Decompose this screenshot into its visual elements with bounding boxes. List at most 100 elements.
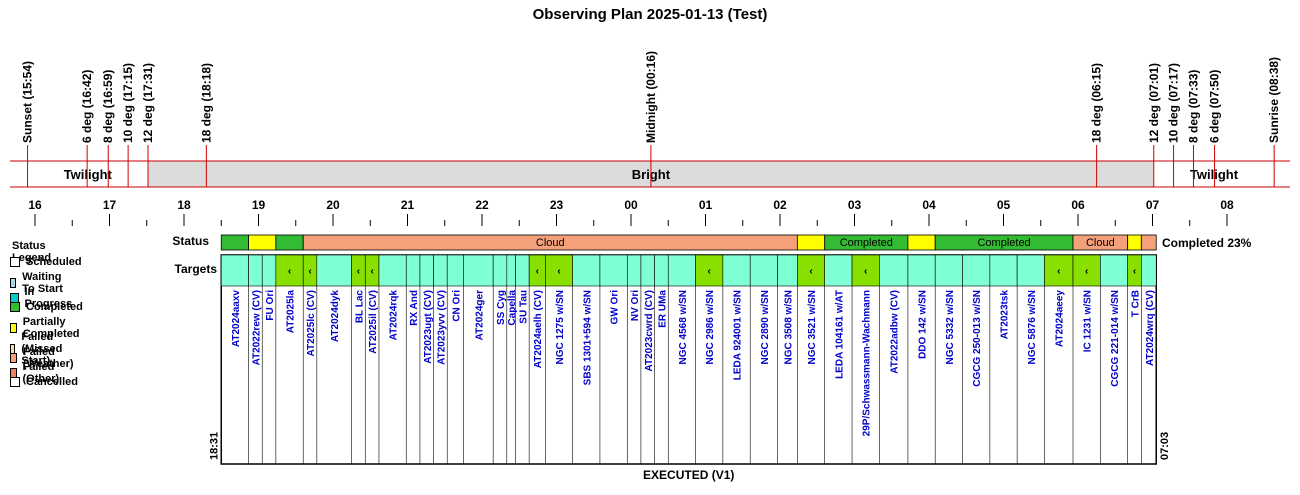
- hour-tick-label: 00: [624, 198, 638, 212]
- target-block: [989, 254, 1018, 287]
- target-name: RX And: [409, 290, 420, 326]
- target-name: LEDA 104161 w/AT: [834, 290, 845, 379]
- target-name: NGC 2890 w/SN: [760, 290, 771, 364]
- target-name: NGC 5876 w/SN: [1027, 290, 1038, 364]
- target-name: NGC 5332 w/SN: [945, 290, 956, 364]
- hour-tick-label: 18: [177, 198, 191, 212]
- legend-label: Waiting To Start: [22, 271, 63, 295]
- target-block: [907, 254, 936, 287]
- twilight-marker-label: Sunrise (08:38): [1267, 57, 1281, 143]
- target-marker: ‹: [308, 266, 311, 277]
- hour-tick-label: 05: [997, 198, 1011, 212]
- legend-item: Waiting To Start: [10, 271, 65, 295]
- hour-tick-label: 20: [326, 198, 340, 212]
- target-name: AT2024ger: [474, 290, 485, 341]
- target-block: [545, 254, 573, 287]
- target-block: [722, 254, 751, 287]
- status-segment-label: Completed: [840, 237, 893, 249]
- target-name: AT2024aeey: [1055, 290, 1066, 348]
- twilight-marker-label: 10 deg (17:15): [121, 63, 135, 143]
- status-segment: [220, 234, 249, 251]
- target-marker: ‹: [1133, 266, 1136, 277]
- hour-tick-label: 01: [699, 198, 713, 212]
- legend-label: In Progress: [24, 286, 73, 310]
- target-name: NGC 1275 w/SN: [555, 290, 566, 364]
- end-time-label: 07:03: [1159, 432, 1171, 460]
- twilight-marker-label: 18 deg (06:15): [1090, 63, 1104, 143]
- legend-title: Status Legend: [12, 240, 52, 264]
- twilight-marker-label: Midnight (00:16): [644, 51, 658, 143]
- target-block: [515, 254, 530, 287]
- hour-tick-label: 19: [252, 198, 266, 212]
- target-name: AT2022adbw (CV): [890, 290, 901, 374]
- hour-tick-label: 08: [1220, 198, 1234, 212]
- hour-tick-label: 06: [1071, 198, 1085, 212]
- legend-label: Completed: [26, 301, 83, 313]
- legend-label: Scheduled: [26, 256, 82, 268]
- legend-swatch: [10, 257, 20, 267]
- target-name: DDO 142 w/SN: [918, 290, 929, 359]
- target-name: SBS 1301+594 w/SN: [582, 290, 593, 385]
- target-name: AT2023ugt (CV): [423, 290, 434, 364]
- target-block: [261, 254, 277, 287]
- target-name: AT2023tsk: [1000, 290, 1011, 340]
- legend-item: Scheduled: [10, 256, 82, 268]
- legend-swatch: [10, 377, 20, 387]
- target-name: IC 1231 w/SN: [1083, 290, 1094, 352]
- hour-tick-label: 23: [550, 198, 564, 212]
- legend-item: Failed (Weather): [10, 346, 77, 370]
- target-name: AT2024aelh (CV): [533, 290, 544, 368]
- target-name: FU Ori: [265, 290, 276, 321]
- target-name: AT2025la: [286, 290, 297, 334]
- target-block: [1100, 254, 1128, 287]
- plan-title: Observing Plan 2025-01-13 (Test): [532, 6, 768, 23]
- target-block: [824, 254, 853, 287]
- target-block: [749, 254, 778, 287]
- status-segment: [1127, 234, 1142, 251]
- target-block: [1141, 254, 1157, 287]
- target-name: AT2025il (CV): [368, 290, 379, 354]
- legend-swatch: [10, 302, 20, 312]
- legend-item: Partially Completed: [10, 316, 83, 340]
- target-marker: ‹: [536, 266, 539, 277]
- twilight-marker-label: 8 deg (16:59): [101, 70, 115, 143]
- target-marker: ‹: [357, 266, 360, 277]
- target-block: [667, 254, 696, 287]
- legend-item: Failed (Other): [10, 361, 63, 385]
- target-name: LEDA 924001 w/SN: [733, 290, 744, 380]
- legend-swatch: [10, 323, 17, 333]
- target-name: GW Ori: [610, 290, 621, 325]
- hour-tick-label: 04: [922, 198, 936, 212]
- target-marker: ‹: [708, 266, 711, 277]
- target-block: [572, 254, 601, 287]
- target-name: 29P/Schwassmann-Wachmann: [862, 290, 873, 436]
- target-block: [640, 254, 655, 287]
- target-name: AT2024aaxv: [231, 290, 242, 348]
- target-name: AT2023cwrd (CV): [644, 290, 655, 372]
- legend-item: In Progress: [10, 286, 74, 310]
- executed-footer: EXECUTED (V1): [643, 468, 734, 482]
- legend-label: Failed (Weather): [23, 346, 74, 370]
- target-block: [433, 254, 448, 287]
- sky-band-label: Twilight: [64, 167, 113, 182]
- legend-label: Failed (Missed Start): [21, 331, 63, 367]
- target-block: [492, 254, 508, 287]
- status-segment: [1140, 234, 1157, 251]
- hour-tick-label: 16: [28, 198, 42, 212]
- target-name: AT2025lc (CV): [306, 290, 317, 357]
- target-block: [962, 254, 991, 287]
- status-segment: [796, 234, 826, 251]
- target-name: NGC 3508 w/SN: [783, 290, 794, 364]
- twilight-marker-label: 10 deg (07:17): [1167, 63, 1181, 143]
- target-block: [654, 254, 669, 287]
- target-marker: ‹: [1085, 266, 1088, 277]
- target-block: [378, 254, 407, 287]
- hour-tick-label: 03: [848, 198, 862, 212]
- legend-swatch: [10, 353, 18, 363]
- target-block: [316, 254, 352, 287]
- twilight-marker-label: 18 deg (18:18): [199, 63, 213, 143]
- status-segment: [907, 234, 936, 251]
- targets-row-label: Targets: [175, 262, 218, 276]
- target-name: CGCG 221-014 w/SN: [1110, 290, 1121, 387]
- status-segment-label: Cloud: [536, 237, 565, 249]
